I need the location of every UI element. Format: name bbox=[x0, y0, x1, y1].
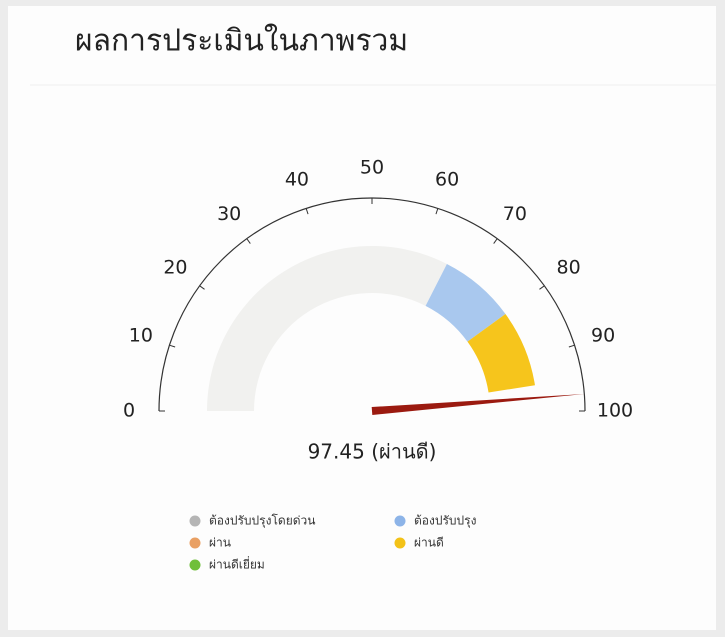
tick-label: 50 bbox=[360, 157, 384, 179]
tick-mark bbox=[246, 238, 251, 244]
value-label: 97.45 (ผ่านดี) bbox=[308, 440, 437, 464]
card bbox=[8, 6, 716, 630]
chart-title: ผลการประเมินในภาพรวม bbox=[75, 24, 408, 59]
gauge-band bbox=[467, 314, 535, 393]
tick-label: 10 bbox=[129, 324, 153, 346]
tick-mark bbox=[199, 285, 205, 290]
legend-label: ผ่านดีเยี่ยม bbox=[209, 556, 265, 572]
legend-label: ต้องปรับปรุงโดยด่วน bbox=[209, 514, 315, 529]
legend-label: ผ่าน bbox=[209, 536, 231, 550]
legend-label: ผ่านดี bbox=[414, 536, 444, 550]
legend-marker bbox=[189, 515, 201, 527]
legend-label: ต้องปรับปรุง bbox=[414, 514, 476, 529]
tick-mark bbox=[169, 344, 176, 348]
legend-marker bbox=[189, 559, 201, 571]
tick-mark bbox=[539, 285, 545, 290]
tick-label: 60 bbox=[435, 168, 459, 190]
tick-label: 70 bbox=[503, 203, 527, 225]
legend-marker bbox=[394, 537, 406, 549]
tick-mark bbox=[435, 208, 439, 215]
needle bbox=[371, 393, 585, 415]
tick-mark bbox=[493, 238, 498, 244]
tick-label: 30 bbox=[217, 203, 241, 225]
tick-mark bbox=[568, 344, 575, 348]
tick-label: 0 bbox=[123, 400, 135, 422]
legend-marker bbox=[394, 515, 406, 527]
tick-label: 40 bbox=[285, 168, 309, 190]
tick-label: 80 bbox=[556, 257, 580, 279]
gauge-band bbox=[207, 245, 447, 411]
tick-mark bbox=[305, 208, 309, 215]
tick-label: 100 bbox=[597, 400, 633, 422]
gauge-band bbox=[425, 263, 506, 342]
tick-label: 20 bbox=[163, 257, 187, 279]
tick-label: 90 bbox=[591, 324, 615, 346]
legend-marker bbox=[189, 537, 201, 549]
